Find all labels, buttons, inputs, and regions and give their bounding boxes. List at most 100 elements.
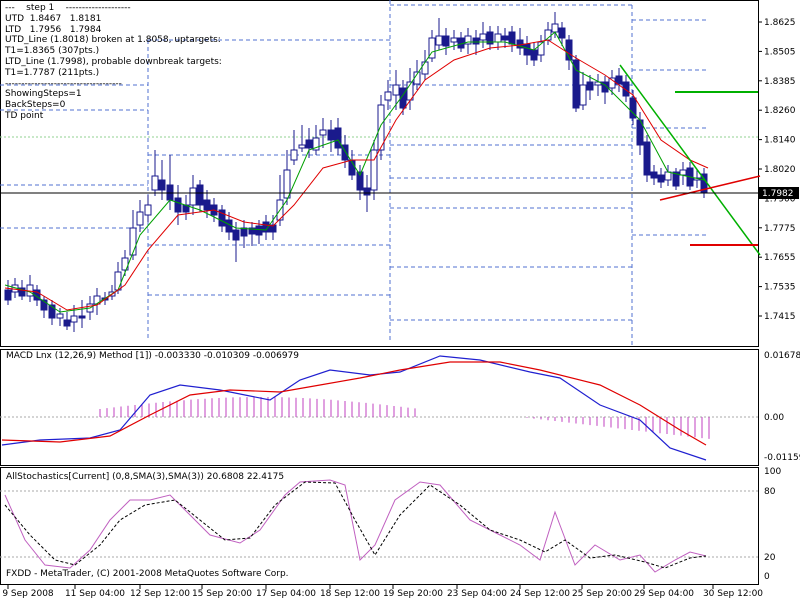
candle-body[interactable] [144, 204, 152, 216]
stochastic-axis-label: 0 [764, 572, 770, 582]
candle-body[interactable] [494, 33, 502, 43]
candle-body[interactable] [48, 304, 56, 319]
candle-body[interactable] [93, 295, 101, 305]
candle-body[interactable] [523, 43, 531, 56]
candle-body[interactable] [114, 271, 122, 291]
candle-body[interactable] [56, 313, 64, 319]
candle-body[interactable] [679, 169, 687, 176]
candle-body[interactable] [464, 35, 472, 45]
candle-body[interactable] [370, 149, 378, 191]
candle-body[interactable] [486, 31, 494, 45]
candle-body[interactable] [232, 229, 240, 241]
candle-body[interactable] [319, 129, 327, 136]
info-line: UTD 1.8467 1.8181 [5, 13, 102, 24]
candle-body[interactable] [565, 39, 573, 61]
candle-body[interactable] [218, 209, 226, 227]
time-axis-label: 30 Sep 12:00 [703, 589, 763, 599]
candle-body[interactable] [594, 81, 602, 86]
candle-body[interactable] [189, 187, 197, 206]
candle-body[interactable] [428, 37, 436, 59]
candle-body[interactable] [203, 199, 211, 211]
candle-body[interactable] [158, 179, 166, 191]
candle-body[interactable] [151, 175, 159, 191]
candle-body[interactable] [657, 174, 665, 183]
info-line: T1=1.7787 (211pts.) [5, 67, 100, 78]
candle-body[interactable] [421, 61, 429, 75]
macd-line [1, 355, 707, 461]
candle-body[interactable] [629, 97, 637, 119]
slow-ma-line [4, 39, 709, 311]
candle-body[interactable] [450, 37, 458, 43]
candle-body[interactable] [341, 144, 349, 161]
time-axis-label: 9 Sep 2008 [2, 589, 54, 599]
candle-body[interactable] [608, 77, 616, 89]
candle-body[interactable] [384, 91, 392, 101]
candle-body[interactable] [327, 129, 335, 141]
copyright-text: FXDD - MetaTrader, (C) 2001-2008 MetaQuo… [6, 569, 289, 579]
candle-body[interactable] [196, 184, 204, 206]
candle-body[interactable] [643, 141, 651, 176]
candle-body[interactable] [479, 33, 487, 41]
candle-body[interactable] [305, 139, 313, 149]
candle-body[interactable] [240, 227, 248, 237]
candle-body[interactable] [356, 171, 364, 191]
candle-body[interactable] [377, 104, 385, 151]
candle-body[interactable] [615, 75, 623, 85]
candle-body[interactable] [392, 84, 400, 96]
candle-body[interactable] [650, 171, 658, 179]
candle-body[interactable] [255, 225, 263, 236]
candle-body[interactable] [672, 171, 680, 187]
candle-body[interactable] [530, 49, 538, 61]
candle-body[interactable] [63, 319, 71, 327]
time-axis-label: 18 Sep 12:00 [320, 589, 380, 599]
candle-body[interactable] [40, 299, 48, 311]
candle-body[interactable] [572, 59, 580, 109]
candle-body[interactable] [269, 224, 277, 233]
stochastic-title: AllStochastics[Current] (0,8,SMA(3),SMA(… [6, 472, 285, 482]
candle-body[interactable] [622, 81, 630, 97]
candle-body[interactable] [472, 37, 480, 45]
candle-body[interactable] [129, 227, 137, 256]
candle-body[interactable] [551, 23, 559, 33]
candle-body[interactable] [363, 187, 371, 196]
info-line: BackSteps=0 [5, 100, 66, 111]
candle-body[interactable] [579, 84, 587, 106]
stochastic-panel[interactable] [0, 467, 759, 585]
candle-body[interactable] [664, 171, 672, 181]
candle-body[interactable] [136, 211, 144, 226]
candle-body[interactable] [442, 35, 450, 47]
candle-body[interactable] [399, 87, 407, 109]
stochastic-axis-label: 100 [764, 467, 781, 477]
candle-body[interactable] [262, 221, 270, 233]
candle-body[interactable] [283, 169, 291, 199]
candle-body[interactable] [601, 81, 609, 93]
stochastic-axis-label: 20 [764, 553, 776, 563]
macd-title: MACD Lnx (12,26,9) Method [1]) -0.003330… [6, 351, 300, 361]
candle-body[interactable] [290, 149, 298, 161]
candle-body[interactable] [334, 127, 342, 149]
candle-body[interactable] [435, 35, 443, 46]
time-axis-label: 24 Sep 12:00 [510, 589, 570, 599]
candle-body[interactable] [501, 35, 509, 41]
candle-body[interactable] [174, 197, 182, 213]
stochastic-main-line [4, 479, 707, 573]
candle-body[interactable] [586, 81, 594, 91]
candle-body[interactable] [508, 31, 516, 45]
candle-body[interactable] [18, 287, 26, 297]
candle-body[interactable] [298, 144, 306, 149]
candle-body[interactable] [248, 227, 256, 235]
candle-body[interactable] [78, 315, 86, 319]
candle-body[interactable] [558, 27, 566, 39]
macd-axis-label: 0.01678 [764, 351, 800, 361]
price-axis-label: 1.7655 [764, 253, 796, 263]
candle-body[interactable] [70, 315, 78, 323]
candle-body[interactable] [4, 289, 12, 301]
candle-body[interactable] [312, 137, 320, 151]
candle-body[interactable] [537, 41, 545, 56]
time-axis-label: 19 Sep 20:00 [383, 589, 443, 599]
time-axis-label: 25 Sep 20:00 [572, 589, 632, 599]
price-axis-label: 1.8020 [764, 165, 796, 175]
info-line: LTD_Line (1.7998), probable downbreak ta… [5, 56, 222, 67]
